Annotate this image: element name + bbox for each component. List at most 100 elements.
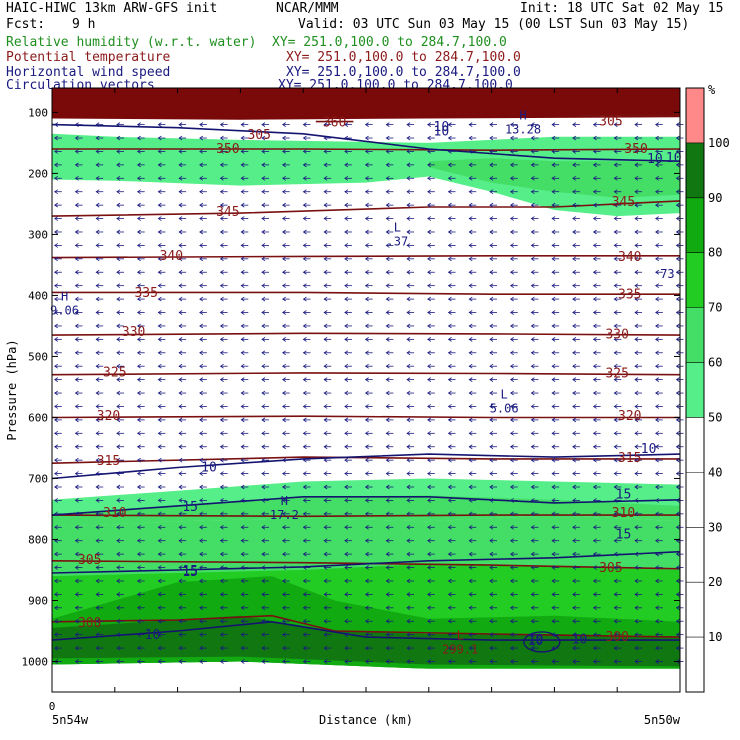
colorbar-band xyxy=(686,252,704,308)
wind-vector-head xyxy=(199,538,204,544)
wind-vector-head xyxy=(219,162,224,168)
wind-vector-head xyxy=(199,592,204,597)
wind-vector-head xyxy=(219,632,224,637)
wind-vector-head xyxy=(199,524,204,530)
wind-vector-head xyxy=(199,363,204,369)
wind-vector-head xyxy=(157,618,162,624)
wind-vector-head xyxy=(178,202,183,208)
wind-vector-head xyxy=(385,632,390,637)
wind-vector-head xyxy=(74,551,79,557)
wind-vector-head xyxy=(282,202,286,208)
wind-vector-head xyxy=(592,565,597,570)
wind-vector-head xyxy=(675,310,680,315)
wind-vector-head xyxy=(199,162,204,168)
wind-vector-head xyxy=(219,350,224,356)
wind-vector-head xyxy=(157,430,162,436)
wind-vector-head xyxy=(74,592,79,597)
wind-vector-head xyxy=(261,484,266,490)
wind-vector-head xyxy=(323,135,328,141)
wind-vector-head xyxy=(634,498,639,503)
wind-vector-head xyxy=(509,122,514,127)
wind-vector-head xyxy=(675,605,680,611)
wind-vector-head xyxy=(634,175,639,181)
wind-vector-head xyxy=(530,430,535,436)
wind-vector-head xyxy=(240,122,245,127)
wind-vector-head xyxy=(219,457,224,463)
wind-vector-head xyxy=(157,243,162,248)
wind-vector-head xyxy=(323,484,328,490)
wind-vector-head xyxy=(509,323,514,329)
wind-vector-head xyxy=(447,337,452,342)
wind-vector-head xyxy=(509,524,514,530)
wind-vector-head xyxy=(74,337,79,342)
wind-vector-head xyxy=(509,605,514,611)
wind-vector-head xyxy=(95,135,100,141)
wind-vector-head xyxy=(572,323,577,329)
colorbar-tick-label: 30 xyxy=(708,520,722,534)
wind-vector-head xyxy=(385,404,390,409)
wind-vector-head xyxy=(364,430,369,436)
wind-vector-head xyxy=(136,310,141,315)
wind-vector-head xyxy=(634,256,639,262)
wind-vector-head xyxy=(199,551,204,557)
wind-vector-head xyxy=(427,659,432,664)
wind-vector-head xyxy=(199,122,204,127)
wind-contour-label: 15 xyxy=(182,500,198,515)
wind-vector-head xyxy=(572,149,577,154)
wind-vector-head xyxy=(675,578,680,584)
wind-vector-head xyxy=(74,565,79,570)
wind-vector-head xyxy=(178,363,183,369)
theta-contour xyxy=(51,456,680,464)
wind-vector-head xyxy=(219,390,224,396)
wind-vector-head xyxy=(323,524,328,530)
wind-vector-head xyxy=(54,135,59,141)
wind-vector-head xyxy=(447,122,452,127)
wind-vector-head xyxy=(572,269,577,275)
wind-vector-head xyxy=(675,202,680,208)
wind-vector-head xyxy=(572,565,577,570)
wind-vector-head xyxy=(136,659,141,664)
wind-vector-head xyxy=(468,202,473,208)
wind-vector-head xyxy=(655,484,659,490)
wind-vector-head xyxy=(74,243,79,248)
wind-vector-head xyxy=(406,135,411,141)
theta-contour-label: 330 xyxy=(122,325,145,340)
wind-vector-head xyxy=(302,484,307,490)
wind-vector-head xyxy=(551,498,556,503)
wind-vector-head xyxy=(95,417,100,423)
wind-vector-head xyxy=(592,538,597,544)
wind-vector-head xyxy=(302,229,307,235)
wind-vector-head xyxy=(240,645,245,651)
wind-vector-head xyxy=(261,565,266,570)
wind-vector-head xyxy=(136,430,141,436)
wind-vector-head xyxy=(675,122,680,127)
wind-vector-head xyxy=(54,229,59,235)
wind-vector-head xyxy=(219,498,224,503)
wind-vector-head xyxy=(406,189,411,195)
wind-vector-head xyxy=(74,149,79,154)
wind-vector-head xyxy=(282,618,286,624)
wind-vector-head xyxy=(136,377,141,382)
wind-vector-head xyxy=(427,592,432,597)
wind-vector-head xyxy=(634,189,639,195)
wind-vector-head xyxy=(199,135,204,141)
wind-vector-head xyxy=(240,417,245,423)
wind-vector-head xyxy=(468,350,473,356)
wind-vector-head xyxy=(530,444,535,450)
wind-vector-head xyxy=(136,592,141,597)
wind-vector-head xyxy=(282,175,286,181)
wind-vector-head xyxy=(530,216,535,221)
colorbar-tick-label: 100 xyxy=(708,136,730,150)
wind-vector-head xyxy=(613,457,618,463)
wind-vector-head xyxy=(323,350,328,356)
wind-vector-head xyxy=(447,256,452,262)
wind-vector-head xyxy=(675,498,680,503)
wind-vector-head xyxy=(530,498,535,503)
wind-vector-head xyxy=(240,578,245,584)
wind-vector-head xyxy=(261,175,266,181)
wind-vector-head xyxy=(199,511,204,517)
wind-vector-head xyxy=(282,592,286,597)
wind-vector-head xyxy=(136,323,141,329)
wind-vector-head xyxy=(54,310,59,315)
wind-vector-head xyxy=(136,605,141,611)
